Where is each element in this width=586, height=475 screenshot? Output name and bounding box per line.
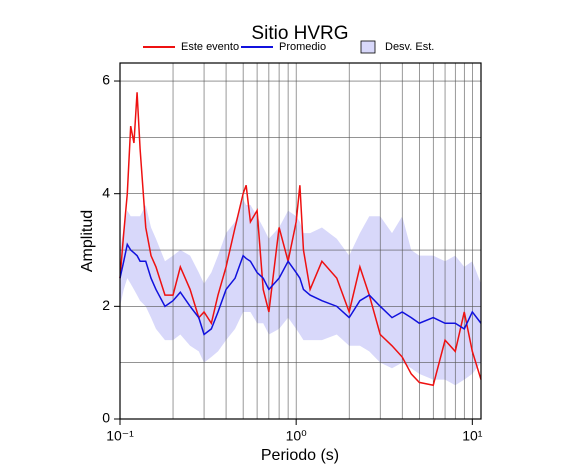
std-band bbox=[120, 199, 481, 386]
x-tick-label: 10⁰ bbox=[286, 428, 308, 444]
y-tick-label: 2 bbox=[102, 297, 110, 313]
y-tick-label: 0 bbox=[102, 410, 110, 426]
x-axis-label: Periodo (s) bbox=[261, 447, 339, 464]
series-line bbox=[119, 242, 482, 336]
series-line bbox=[119, 92, 482, 387]
legend-label: Desv. Est. bbox=[385, 41, 434, 53]
legend-label: Este evento bbox=[181, 41, 239, 53]
legend-label: Promedio bbox=[279, 41, 326, 53]
y-tick-label: 4 bbox=[102, 184, 110, 200]
legend-swatch bbox=[360, 40, 376, 54]
y-tick-label: 6 bbox=[102, 72, 110, 88]
chart-title: Sitio HVRG bbox=[251, 23, 348, 44]
x-tick-label: 10⁻¹ bbox=[106, 428, 134, 444]
x-tick-label: 10¹ bbox=[462, 428, 483, 444]
y-axis-label: Amplitud bbox=[79, 210, 96, 272]
plot-frame bbox=[119, 62, 482, 420]
